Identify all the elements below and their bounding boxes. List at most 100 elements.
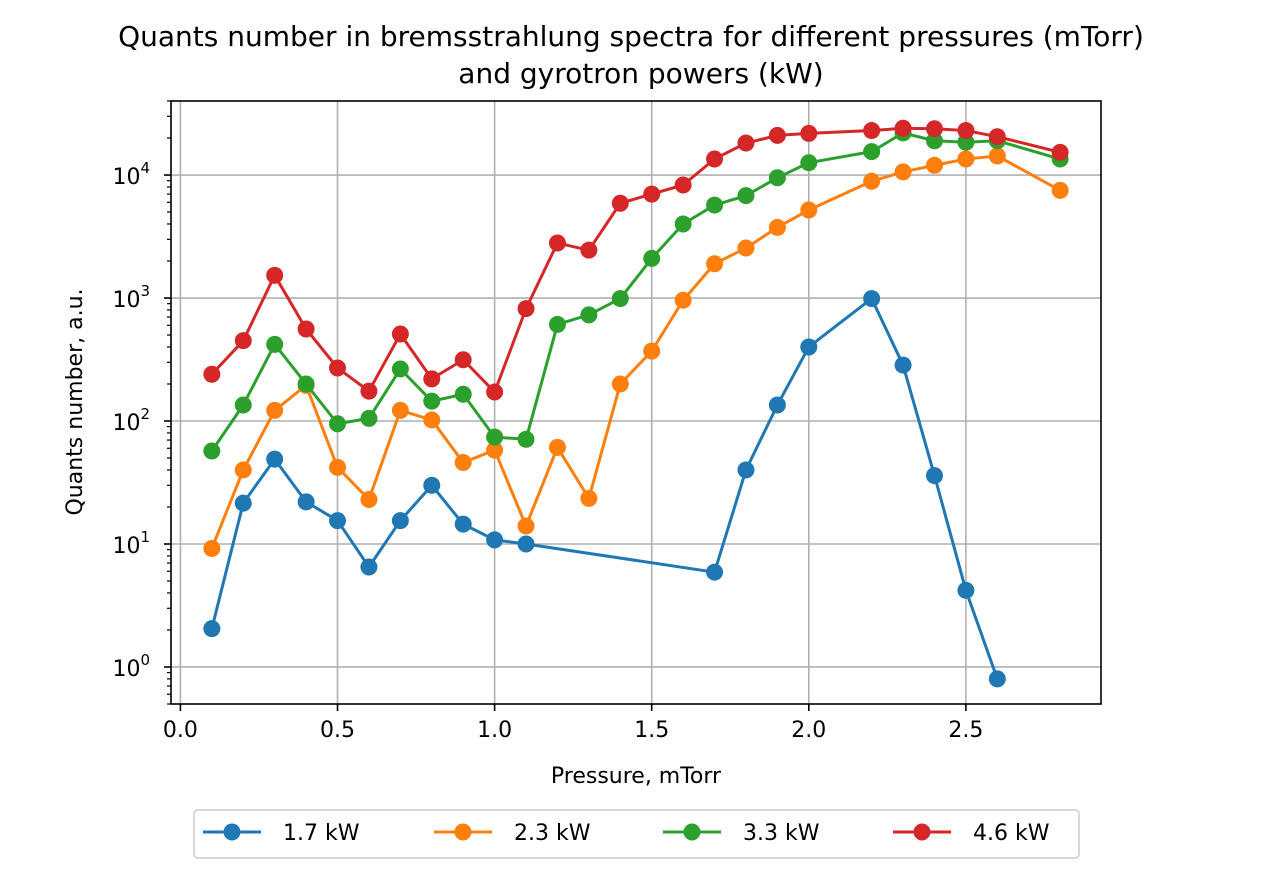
x-tick-label: 1.0 — [477, 718, 512, 743]
data-point — [580, 241, 598, 259]
y-tick-label-exponent: 0 — [140, 651, 150, 669]
x-tick-label: 1.5 — [634, 718, 669, 743]
legend-label: 2.3 kW — [514, 821, 591, 846]
y-tick-label-base: 10 — [112, 657, 140, 682]
data-point — [266, 266, 284, 284]
data-point — [580, 306, 598, 324]
y-tick-label-exponent: 3 — [140, 282, 150, 300]
data-point — [1051, 143, 1069, 161]
data-point — [925, 467, 943, 485]
y-tick-label: 104 — [112, 159, 150, 190]
data-point — [706, 150, 724, 168]
y-tick-label-exponent: 4 — [140, 159, 150, 177]
data-point — [988, 147, 1006, 165]
data-point — [329, 458, 347, 476]
x-tick-label: 2.5 — [948, 718, 983, 743]
data-point — [203, 365, 221, 383]
data-point — [800, 154, 818, 172]
data-point — [486, 428, 504, 446]
data-point — [297, 375, 315, 393]
data-point — [768, 169, 786, 187]
y-tick-label-base: 10 — [112, 411, 140, 436]
data-point — [329, 415, 347, 433]
y-tick-label-base: 10 — [112, 288, 140, 313]
data-point — [988, 128, 1006, 146]
data-point — [548, 234, 566, 252]
data-point — [297, 493, 315, 511]
y-tick-label: 102 — [112, 405, 150, 436]
data-point — [674, 176, 692, 194]
data-point — [894, 356, 912, 374]
data-point — [894, 119, 912, 137]
data-point — [957, 150, 975, 168]
data-point — [234, 332, 252, 350]
data-point — [643, 249, 661, 267]
data-point — [391, 512, 409, 530]
data-point — [768, 126, 786, 144]
data-point — [391, 401, 409, 419]
data-point — [737, 187, 755, 205]
data-point — [580, 489, 598, 507]
data-point — [423, 476, 441, 494]
x-tick-label: 0.5 — [320, 718, 355, 743]
data-point — [863, 290, 881, 308]
data-point — [391, 360, 409, 378]
data-point — [800, 201, 818, 219]
data-point — [391, 325, 409, 343]
data-point — [360, 558, 378, 576]
legend-marker — [454, 823, 472, 841]
legend-marker — [223, 823, 241, 841]
data-point — [266, 335, 284, 353]
data-point — [737, 461, 755, 479]
data-point — [517, 430, 535, 448]
data-point — [800, 338, 818, 356]
legend-label: 1.7 kW — [283, 821, 360, 846]
data-point — [706, 563, 724, 581]
x-tick-label: 0.0 — [163, 718, 198, 743]
y-tick-label-base: 10 — [112, 165, 140, 190]
data-point — [611, 375, 629, 393]
data-point — [486, 441, 504, 459]
data-point — [486, 383, 504, 401]
data-point — [203, 442, 221, 460]
data-point — [706, 196, 724, 214]
legend-marker — [913, 823, 931, 841]
legend-frame — [193, 809, 1080, 859]
chart-title-line-1: Quants number in bremsstrahlung spectra … — [118, 20, 1144, 53]
data-point — [894, 163, 912, 181]
data-point — [674, 215, 692, 233]
data-point — [266, 450, 284, 468]
data-point — [486, 531, 504, 549]
data-point — [863, 172, 881, 190]
data-point — [768, 396, 786, 414]
data-point — [266, 401, 284, 419]
legend-label: 3.3 kW — [743, 821, 820, 846]
legend-marker — [683, 823, 701, 841]
data-point — [643, 342, 661, 360]
data-point — [360, 382, 378, 400]
data-point — [643, 185, 661, 203]
data-point — [454, 351, 472, 369]
data-point — [297, 320, 315, 338]
data-point — [863, 143, 881, 161]
data-point — [423, 411, 441, 429]
series-line — [210, 297, 999, 680]
data-point — [925, 120, 943, 138]
data-point — [957, 133, 975, 151]
series-2-3-kw — [203, 147, 1069, 557]
data-point — [454, 385, 472, 403]
data-point — [423, 370, 441, 388]
data-point — [957, 122, 975, 140]
data-point — [611, 194, 629, 212]
data-point — [203, 539, 221, 557]
y-axis-label: Quants number, a.u. — [63, 288, 88, 515]
data-point — [925, 132, 943, 150]
data-point — [329, 512, 347, 530]
data-point — [517, 300, 535, 318]
series-1-7-kw — [203, 290, 1006, 688]
data-point — [768, 218, 786, 236]
data-point — [517, 535, 535, 553]
